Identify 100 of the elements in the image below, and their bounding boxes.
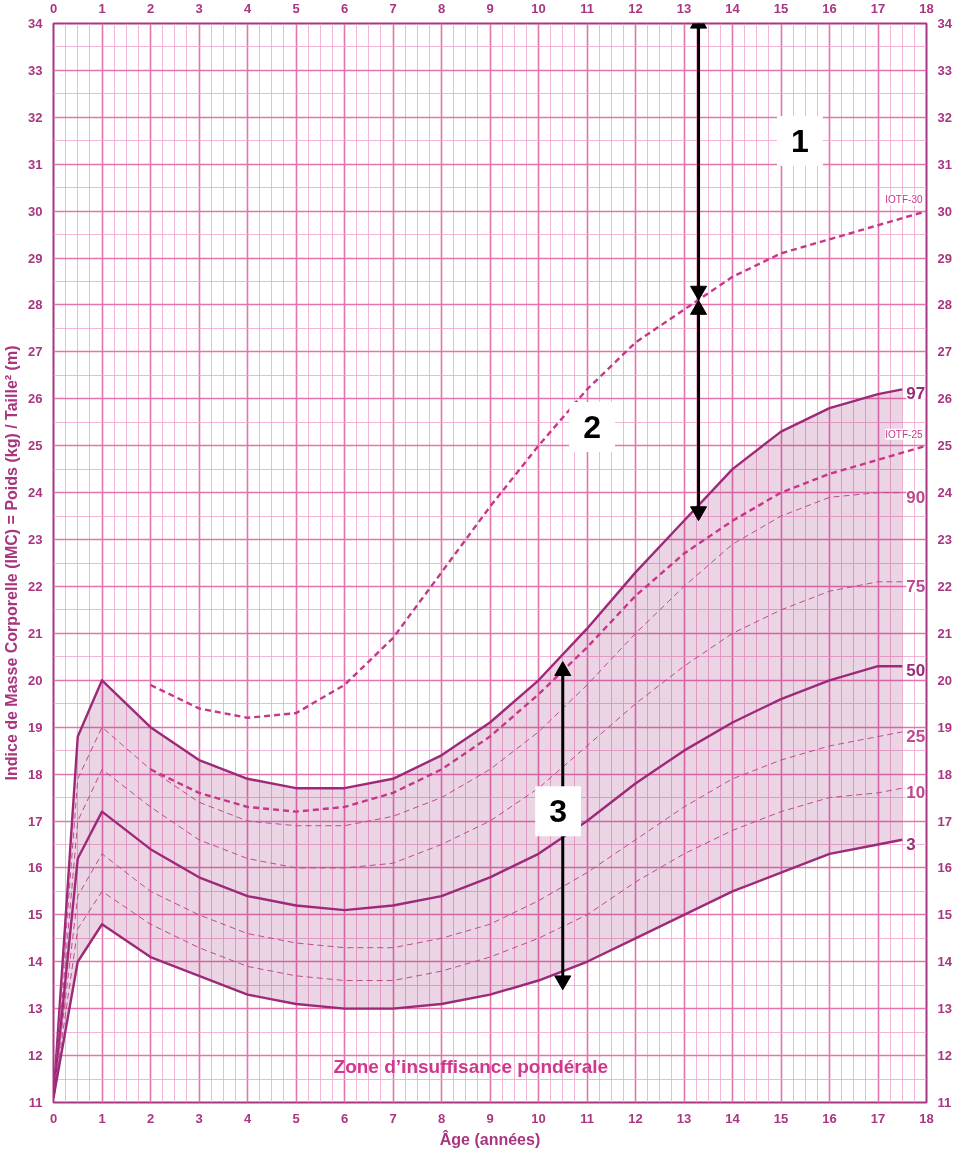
x2-tick-label: 10	[531, 1110, 546, 1126]
x-tick-label: 11	[580, 0, 594, 16]
y-tick-label: 18	[28, 766, 43, 782]
x-tick-label: 17	[870, 0, 886, 16]
y-tick-label: 19	[28, 719, 43, 735]
y2-tick-label: 19	[937, 719, 952, 735]
series-label: 10	[906, 783, 926, 803]
y2-tick-label: 29	[937, 250, 952, 266]
x-tick-label: 14	[725, 0, 741, 16]
y-tick-label: 29	[28, 250, 43, 266]
x2-tick-label: 5	[292, 1110, 300, 1126]
y-tick-label: 11	[28, 1095, 43, 1110]
series-label: 50	[906, 661, 926, 681]
y-tick-label: 31	[28, 156, 43, 172]
y2-tick-label: 27	[937, 344, 952, 360]
y2-tick-label: 14	[937, 954, 953, 970]
y2-tick-label: 22	[937, 578, 952, 594]
y-tick-label: 30	[28, 203, 43, 219]
y-tick-label: 21	[28, 625, 43, 641]
y-tick-label: 26	[28, 391, 43, 407]
x2-tick-label: 3	[195, 1110, 203, 1126]
y2-tick-label: 13	[937, 1001, 952, 1017]
y-tick-label: 22	[28, 578, 43, 594]
annotation: 2	[583, 409, 602, 446]
x2-tick-label: 6	[340, 1110, 349, 1126]
x2-tick-label: 17	[870, 1110, 886, 1126]
y2-tick-label: 30	[937, 203, 952, 219]
y-tick-label: 14	[28, 954, 44, 970]
series-label: 90	[906, 487, 926, 507]
x2-tick-label: 7	[389, 1110, 397, 1126]
y-tick-label: 27	[28, 344, 43, 360]
x2-tick-label: 0	[49, 1110, 58, 1126]
y-tick-label: 34	[28, 16, 44, 31]
series-label: 3	[906, 834, 916, 854]
series-label: 25	[906, 726, 926, 746]
y-tick-label: 23	[28, 532, 43, 548]
x2-tick-label: 12	[628, 1110, 643, 1126]
y-tick-label: 24	[28, 485, 44, 501]
x-tick-label: 7	[389, 0, 397, 16]
x2-tick-label: 16	[822, 1110, 837, 1126]
x-tick-label: 5	[292, 0, 300, 16]
x-tick-label: 6	[340, 0, 349, 16]
y2-tick-label: 15	[937, 907, 952, 923]
x-tick-label: 15	[773, 0, 789, 16]
y-tick-label: 12	[28, 1048, 43, 1064]
y-axis-title: Indice de Masse Corporelle (IMC) = Poids (kg) / Taille² (m)	[3, 345, 21, 781]
y2-tick-label: 34	[937, 16, 953, 31]
y-tick-label: 13	[28, 1001, 43, 1017]
x2-tick-label: 2	[146, 1110, 155, 1126]
y-tick-label: 17	[28, 813, 43, 829]
y-tick-label: 15	[28, 907, 43, 923]
x-tick-label: 9	[486, 0, 494, 16]
y2-tick-label: 32	[937, 109, 952, 125]
y-tick-label: 25	[28, 438, 43, 454]
y2-tick-label: 23	[937, 532, 952, 548]
annotation: 3	[549, 793, 567, 830]
x-tick-label: 10	[531, 0, 546, 16]
x-tick-label: 13	[676, 0, 692, 16]
y2-tick-label: 25	[937, 438, 952, 454]
series-label: IOTF-25	[885, 428, 923, 440]
x2-tick-label: 18	[919, 1110, 934, 1126]
x-tick-label: 16	[822, 0, 837, 16]
y2-tick-label: 17	[937, 813, 952, 829]
x2-tick-label: 14	[725, 1110, 741, 1126]
x2-tick-label: 13	[676, 1110, 692, 1126]
x-tick-label: 3	[195, 0, 203, 16]
y-tick-label: 32	[28, 109, 43, 125]
series-label: 75	[906, 576, 926, 596]
y2-tick-label: 24	[937, 485, 953, 501]
x-tick-label: 2	[146, 0, 155, 16]
y2-tick-label: 18	[937, 766, 952, 782]
y2-tick-label: 33	[937, 62, 952, 78]
y2-tick-label: 28	[937, 297, 952, 313]
y2-tick-label: 16	[937, 860, 952, 876]
x-tick-label: 1	[98, 0, 106, 16]
y2-tick-label: 11	[937, 1095, 952, 1110]
series-label: IOTF-30	[885, 194, 923, 206]
x-tick-label: 0	[49, 0, 58, 16]
y2-tick-label: 12	[937, 1048, 952, 1064]
x2-tick-label: 4	[243, 1110, 252, 1126]
y-tick-label: 33	[28, 62, 43, 78]
x2-tick-label: 15	[773, 1110, 789, 1126]
y-tick-label: 16	[28, 860, 43, 876]
y-tick-label: 28	[28, 297, 43, 313]
x2-tick-label: 9	[486, 1110, 494, 1126]
x2-tick-label: 11	[580, 1110, 594, 1126]
x-tick-label: 8	[437, 0, 446, 16]
x2-tick-label: 1	[98, 1110, 106, 1126]
x-tick-label: 12	[628, 0, 643, 16]
x-tick-label: 4	[243, 0, 252, 16]
series-label: 97	[906, 384, 926, 404]
annotation: 1	[791, 123, 809, 160]
x2-tick-label: 8	[437, 1110, 446, 1126]
y2-tick-label: 21	[937, 625, 952, 641]
y2-tick-label: 31	[937, 156, 952, 172]
y2-tick-label: 26	[937, 391, 952, 407]
y2-tick-label: 20	[937, 672, 952, 688]
x-axis-title: Âge (années)	[439, 1129, 541, 1148]
y-tick-label: 20	[28, 672, 43, 688]
x-tick-label: 18	[919, 0, 934, 16]
